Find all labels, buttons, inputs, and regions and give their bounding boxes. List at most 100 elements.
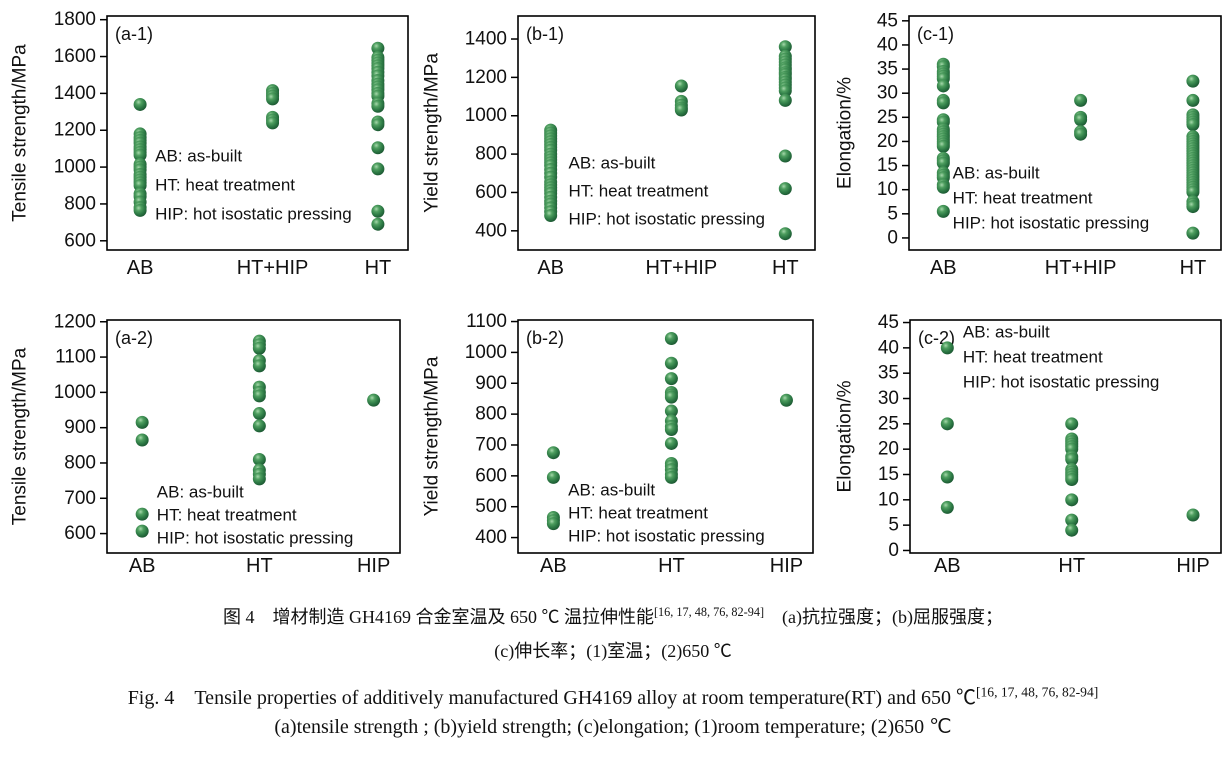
data-point-AB <box>544 208 558 222</box>
legend-line: AB: as-built <box>568 153 655 172</box>
data-point-HT <box>664 470 678 484</box>
data-point-HT <box>778 93 792 107</box>
data-point-HT <box>664 372 678 386</box>
data-point-AB <box>940 341 954 355</box>
subplot-b1-yield-rt: 400 600 800 1000 1200 1400 Yield strength/MPa A… <box>422 15 816 279</box>
y-tick-label: 5 <box>887 203 898 224</box>
x-category-label: HT+HIP <box>646 257 718 279</box>
legend-line: AB: as-built <box>568 481 655 500</box>
x-category-label: HT <box>246 555 273 577</box>
data-point-HT <box>1065 473 1079 487</box>
y-tick-label: 1600 <box>54 46 96 67</box>
legend-line: AB: as-built <box>157 482 244 501</box>
legend-line: HIP: hot isostatic pressing <box>568 527 765 546</box>
plot-box <box>517 319 814 554</box>
legend-line: HIP: hot isostatic pressing <box>157 528 354 547</box>
plot-box <box>106 15 409 251</box>
data-point-AB <box>135 524 149 538</box>
data-point-HT <box>252 407 266 421</box>
y-tick-label: 15 <box>877 155 898 176</box>
data-point-HT <box>1065 452 1079 466</box>
data-point-HT+HIP <box>1074 127 1088 141</box>
reference-superscript: [16, 17, 48, 76, 82-94] <box>975 684 1099 700</box>
data-point-AB <box>133 203 147 217</box>
data-point-HT <box>1186 226 1200 240</box>
caption-zh-subitems: (a)抗拉强度；(b)屈服强度； <box>764 607 1004 627</box>
y-tick-label: 1400 <box>54 83 96 104</box>
x-category-label: AB <box>537 257 564 279</box>
data-point-AB <box>546 517 560 531</box>
legend-line: HT: heat treatment <box>157 505 297 524</box>
y-tick-label: 35 <box>877 59 898 80</box>
y-tick-label: 800 <box>64 193 96 214</box>
plot-box <box>517 15 816 251</box>
data-point-HT <box>1186 74 1200 88</box>
y-tick-label: 20 <box>878 439 899 460</box>
data-point-HT <box>252 452 266 466</box>
caption-en-line1: Fig. 4 Tensile properties of additively … <box>0 681 1226 710</box>
x-category-label: HT <box>658 555 685 577</box>
caption-en-text: Fig. 4 Tensile properties of additively … <box>127 687 976 709</box>
y-tick-label: 1400 <box>465 29 507 50</box>
x-category-label: AB <box>930 257 957 279</box>
data-point-AB <box>135 415 149 429</box>
data-point-AB <box>936 180 950 194</box>
data-point-HT <box>778 227 792 241</box>
x-category-label: HT+HIP <box>1045 257 1117 279</box>
data-point-HT <box>252 472 266 486</box>
data-point-AB <box>133 97 147 111</box>
legend-line: HIP: hot isostatic pressing <box>963 372 1160 391</box>
data-point-HT <box>664 423 678 437</box>
legend-line: AB: as-built <box>953 163 1040 182</box>
data-point-HT+HIP <box>1074 113 1088 127</box>
caption-zh-line1: 图 4 增材制造 GH4169 合金室温及 650 ℃ 温拉伸性能[16, 17… <box>0 603 1226 629</box>
data-point-AB <box>940 470 954 484</box>
y-tick-label: 1200 <box>54 120 96 141</box>
x-category-label: HT+HIP <box>237 257 309 279</box>
y-tick-label: 25 <box>878 413 899 434</box>
y-axis-title: Yield strength/MPa <box>422 356 443 516</box>
subplot-tag: (b-1) <box>526 24 564 44</box>
y-tick-label: 0 <box>888 540 899 561</box>
y-tick-label: 0 <box>887 227 898 248</box>
y-tick-label: 1100 <box>55 347 96 368</box>
legend-line: HT: heat treatment <box>963 347 1103 366</box>
y-tick-label: 35 <box>878 363 899 384</box>
data-point-HT <box>252 389 266 403</box>
x-category-label: HT <box>772 257 799 279</box>
data-point-AB <box>936 139 950 153</box>
data-point-HT <box>1065 417 1079 431</box>
y-tick-label: 600 <box>475 182 507 203</box>
data-point-AB <box>936 204 950 218</box>
data-point-HT <box>252 359 266 373</box>
y-tick-label: 1000 <box>465 342 507 363</box>
y-tick-label: 15 <box>878 464 899 485</box>
data-point-HT <box>1065 493 1079 507</box>
data-point-HT <box>1186 185 1200 199</box>
data-point-HT <box>1186 93 1200 107</box>
y-tick-label: 40 <box>877 34 898 55</box>
subplot-c1-elongation-rt: 0 5 10 15 20 25 30 35 40 45 Elongation/% AB HT+HIP HT… <box>835 10 1222 279</box>
subplot-a2-tensile-650: 600 700 800 900 1000 1100 1200 Tensile strength… <box>10 311 401 577</box>
data-point-HT+HIP <box>266 92 280 106</box>
data-point-HT <box>664 436 678 450</box>
data-point-HT+HIP <box>266 116 280 130</box>
subplot-a1-tensile-rt: 600 800 1000 1200 1400 1600 1800 Tensile streng… <box>10 9 409 279</box>
caption-zh-line2: (c)伸长率；(1)室温；(2)650 ℃ <box>494 641 732 661</box>
x-category-label: HT <box>365 257 392 279</box>
data-point-AB <box>546 446 560 460</box>
legend-line: HIP: hot isostatic pressing <box>155 204 352 223</box>
subplot-tag: (a-1) <box>115 24 153 44</box>
data-point-AB <box>133 148 147 162</box>
y-tick-label: 800 <box>64 452 96 473</box>
data-point-HT+HIP <box>674 103 688 117</box>
data-point-HT <box>1186 200 1200 214</box>
reference-superscript: [16, 17, 48, 76, 82-94] <box>653 605 765 619</box>
data-point-HT <box>252 341 266 355</box>
data-point-HT <box>664 356 678 370</box>
data-point-AB <box>936 79 950 93</box>
legend-line: HT: heat treatment <box>568 504 708 523</box>
data-point-AB <box>936 96 950 110</box>
plot-box <box>106 319 401 554</box>
data-point-AB <box>546 470 560 484</box>
